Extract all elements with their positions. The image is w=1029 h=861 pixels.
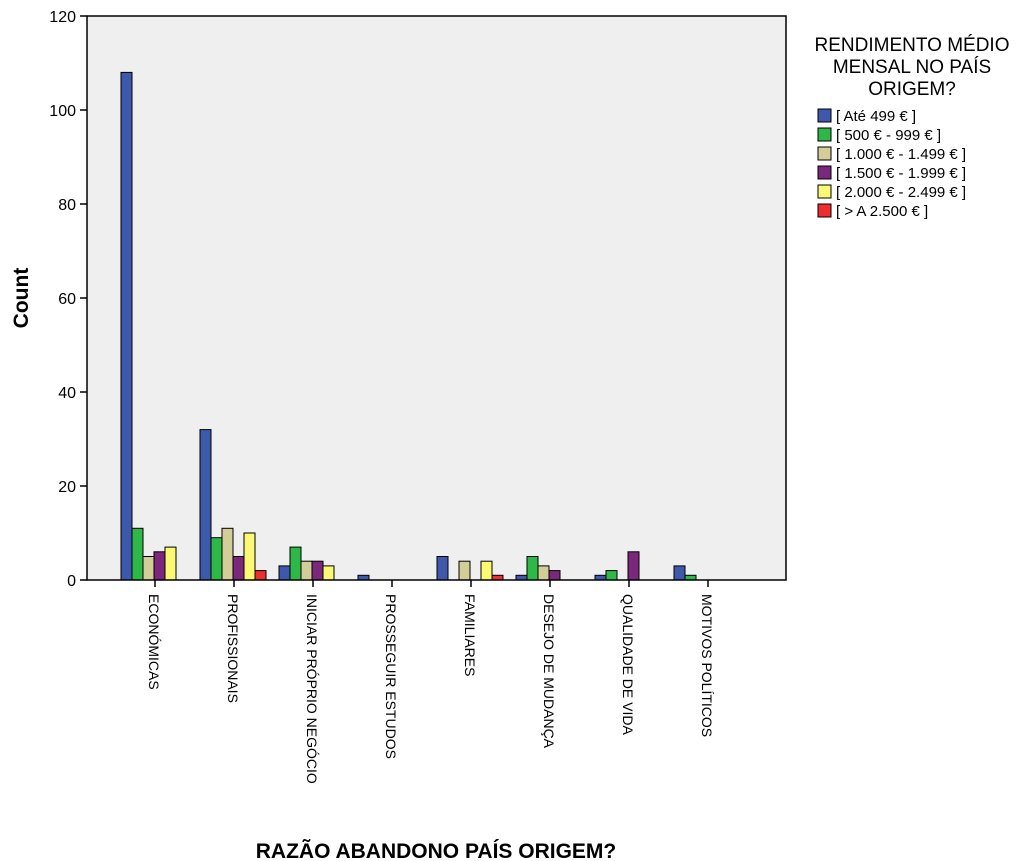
bar (436, 556, 449, 581)
y-tick-label: 60 (58, 291, 76, 308)
x-tick-label: PROFISSIONAIS (225, 594, 241, 703)
bar (142, 556, 155, 581)
legend-swatch (817, 108, 832, 123)
bars (120, 71, 697, 581)
plot-frame (86, 15, 787, 581)
bar (537, 565, 550, 581)
bar (526, 556, 539, 581)
x-tick-label: FAMILIARES (462, 594, 478, 676)
bar (210, 537, 223, 581)
legend-swatch (817, 165, 832, 180)
legend-swatch (817, 203, 832, 218)
bar (232, 556, 245, 581)
y-tick-label: 40 (58, 385, 76, 402)
x-axis-title: RAZÃO ABANDONO PAÍS ORIGEM? (256, 840, 617, 861)
y-axis-title: Count (10, 268, 33, 329)
bar (673, 565, 686, 581)
legend-label: [ 2.000 € - 2.499 € ] (836, 184, 966, 201)
legend-title-line: ORIGEM? (868, 79, 956, 100)
bar (458, 560, 471, 581)
bar (322, 565, 335, 581)
bar (289, 546, 302, 581)
bar (243, 532, 256, 581)
legend-label: [ Até 499 € ] (836, 108, 916, 125)
y-tick-label: 120 (49, 9, 76, 26)
y-tick-label: 20 (58, 479, 76, 496)
legend-label: [ > A 2.500 € ] (836, 203, 928, 220)
legend-title-line: RENDIMENTO MÉDIO (815, 35, 1010, 56)
legend-label: [ 1.500 € - 1.999 € ] (836, 165, 966, 182)
bar (199, 429, 212, 581)
y-axis: 0 20 40 60 80 100 120 (49, 9, 87, 590)
x-tick-label: MOTIVOS POLÍTICOS (699, 594, 715, 737)
bar (153, 551, 166, 581)
legend-title-line: MENSAL NO PAÍS (833, 57, 991, 78)
legend-swatch (817, 184, 832, 199)
bar (605, 570, 618, 581)
x-tick-label: INICIAR PRÓPRIO NEGÓCIO (304, 594, 320, 784)
y-tick-label: 100 (49, 103, 76, 120)
x-tick-label: DESEJO DE MUDANÇA (541, 594, 557, 749)
x-tick-label: ECONÓMICAS (146, 594, 162, 690)
bar (120, 71, 133, 581)
plot-area (87, 16, 786, 580)
x-tick-label: PROSSEGUIR ESTUDOS (383, 594, 399, 759)
y-tick-label: 80 (58, 197, 76, 214)
legend-label: [ 1.000 € - 1.499 € ] (836, 146, 966, 163)
bar (627, 551, 640, 581)
x-axis: ECONÓMICAS PROFISSIONAIS INICIAR PRÓPRIO N… (146, 580, 715, 784)
legend-swatch (817, 127, 832, 142)
legend-swatch (817, 146, 832, 161)
y-tick-label: 0 (67, 573, 76, 590)
x-tick-label: QUALIDADE DE VIDA (620, 594, 636, 735)
bar (278, 565, 291, 581)
bar (164, 546, 177, 581)
legend-label: [ 500 € - 999 € ] (836, 127, 941, 144)
bar (480, 560, 493, 581)
bar (254, 570, 267, 581)
bar (131, 527, 144, 581)
bar (311, 560, 324, 581)
bar (221, 527, 234, 581)
bar (548, 570, 561, 581)
bar (300, 560, 313, 581)
